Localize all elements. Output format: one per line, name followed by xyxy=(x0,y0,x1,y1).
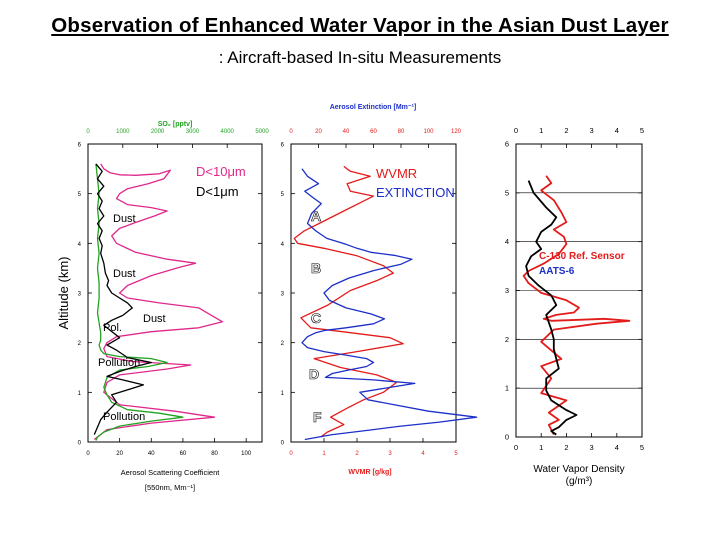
legend-label: D<10μm xyxy=(196,164,246,179)
annotation-label: Pollution xyxy=(98,357,140,369)
y-tick-label: 0 xyxy=(505,433,509,442)
y-tick-label: 1 xyxy=(505,384,509,393)
top-tick-label: 3000 xyxy=(186,129,200,135)
y-tick-label: 0 xyxy=(281,441,285,447)
top-tick-label: 100 xyxy=(423,129,434,135)
y-tick-label: 3 xyxy=(78,292,82,298)
x-tick-label: 80 xyxy=(211,451,218,457)
top-tick-label: 2000 xyxy=(151,129,165,135)
top-tick-label: 120 xyxy=(451,129,462,135)
x-tick-label: 3 xyxy=(388,451,392,457)
x-tick-label: 40 xyxy=(148,451,155,457)
y-tick-label: 2 xyxy=(78,341,82,347)
top-tick-label: 20 xyxy=(315,129,322,135)
y-tick-label: 6 xyxy=(505,140,509,149)
x-tick-label: 0 xyxy=(514,443,518,452)
y-tick-label: 3 xyxy=(505,286,509,295)
x-tick-label: 3 xyxy=(590,443,594,452)
annotation-label: B xyxy=(311,260,321,276)
x-tick-label: 60 xyxy=(180,451,187,457)
y-tick-label: 5 xyxy=(281,192,285,198)
top-axis-label: Aerosol Extinction [Mm⁻¹] xyxy=(330,104,417,111)
x-tick-label: 5 xyxy=(454,451,458,457)
x-tick-label: 20 xyxy=(116,451,123,457)
x-tick-label: 100 xyxy=(241,451,252,457)
y-tick-label: 0 xyxy=(78,441,82,447)
bottom-axis-label-2: (g/m³) xyxy=(566,476,593,487)
legend-label: D<1μm xyxy=(196,184,239,199)
series-line-unlabeled xyxy=(93,163,152,435)
top-tick-label: 3 xyxy=(590,126,594,135)
y-tick-label: 1 xyxy=(78,391,82,397)
top-tick-label: 5000 xyxy=(255,129,269,135)
series-line-aats-6 xyxy=(525,180,578,436)
top-tick-label: 4000 xyxy=(221,129,235,135)
annotation-label: A xyxy=(311,208,321,224)
y-tick-label: 6 xyxy=(281,143,285,149)
y-tick-label: 4 xyxy=(281,242,285,248)
top-axis-label: SO₂ [pptv] xyxy=(158,121,193,128)
bottom-axis-label: WVMR [g/kg] xyxy=(348,469,391,476)
legend-label: C-130 Ref. Sensor xyxy=(539,251,625,262)
x-tick-label: 2 xyxy=(564,443,568,452)
bottom-axis-label-2: [550nm, Mm⁻¹] xyxy=(145,483,195,492)
top-tick-label: 5 xyxy=(640,126,644,135)
legend-label: EXTINCTION xyxy=(376,185,455,200)
top-tick-label: 40 xyxy=(343,129,350,135)
page-title: Observation of Enhanced Water Vapor in t… xyxy=(51,14,669,37)
series-line-wvmr xyxy=(293,165,404,438)
y-tick-label: 2 xyxy=(281,341,285,347)
x-tick-label: 1 xyxy=(539,443,543,452)
y-tick-label: 4 xyxy=(505,237,509,246)
x-tick-label: 5 xyxy=(640,443,644,452)
top-tick-label: 4 xyxy=(615,126,619,135)
series-line-d-1-m xyxy=(95,163,184,441)
y-tick-label: 3 xyxy=(281,292,285,298)
top-tick-label: 0 xyxy=(289,129,293,135)
top-tick-label: 60 xyxy=(370,129,377,135)
annotation-label: C xyxy=(311,310,321,326)
x-tick-label: 1 xyxy=(322,451,326,457)
y-tick-label: 1 xyxy=(281,391,285,397)
series-line-d-10-m xyxy=(93,163,224,441)
series-line-extinction xyxy=(301,168,478,441)
x-tick-label: 4 xyxy=(421,451,425,457)
y-tick-label: 6 xyxy=(78,143,82,149)
bottom-axis-label: Aerosol Scattering Coefficient xyxy=(121,468,221,477)
x-tick-label: 0 xyxy=(86,451,90,457)
y-tick-label: 4 xyxy=(78,242,82,248)
bottom-axis-label: Water Vapor Density xyxy=(533,464,624,475)
y-tick-label: 5 xyxy=(78,192,82,198)
x-tick-label: 0 xyxy=(289,451,293,457)
top-tick-label: 1000 xyxy=(116,129,130,135)
annotation-label: D xyxy=(309,366,319,382)
top-tick-label: 2 xyxy=(564,126,568,135)
page-subtitle: : Aircraft-based In-situ Measurements xyxy=(218,48,502,67)
y-tick-label: 5 xyxy=(505,188,509,197)
annotation-label: Pol. xyxy=(103,322,122,334)
legend-label: AATS-6 xyxy=(539,266,575,277)
x-tick-label: 2 xyxy=(355,451,359,457)
x-tick-label: 4 xyxy=(615,443,619,452)
annotation-label: Pollution xyxy=(103,411,145,423)
legend-label: WVMR xyxy=(376,166,417,181)
top-tick-label: 0 xyxy=(86,129,90,135)
top-tick-label: 80 xyxy=(398,129,405,135)
top-tick-label: 0 xyxy=(514,126,518,135)
annotation-label: F xyxy=(313,409,322,425)
annotation-label: Dust xyxy=(113,268,136,280)
y-axis-label: Altitude (km) xyxy=(56,257,71,330)
annotation-label: Dust xyxy=(113,213,136,225)
top-tick-label: 1 xyxy=(539,126,543,135)
annotation-label: Dust xyxy=(143,313,166,325)
y-tick-label: 2 xyxy=(505,335,509,344)
series-line-c-130-ref-sensor xyxy=(522,175,631,436)
